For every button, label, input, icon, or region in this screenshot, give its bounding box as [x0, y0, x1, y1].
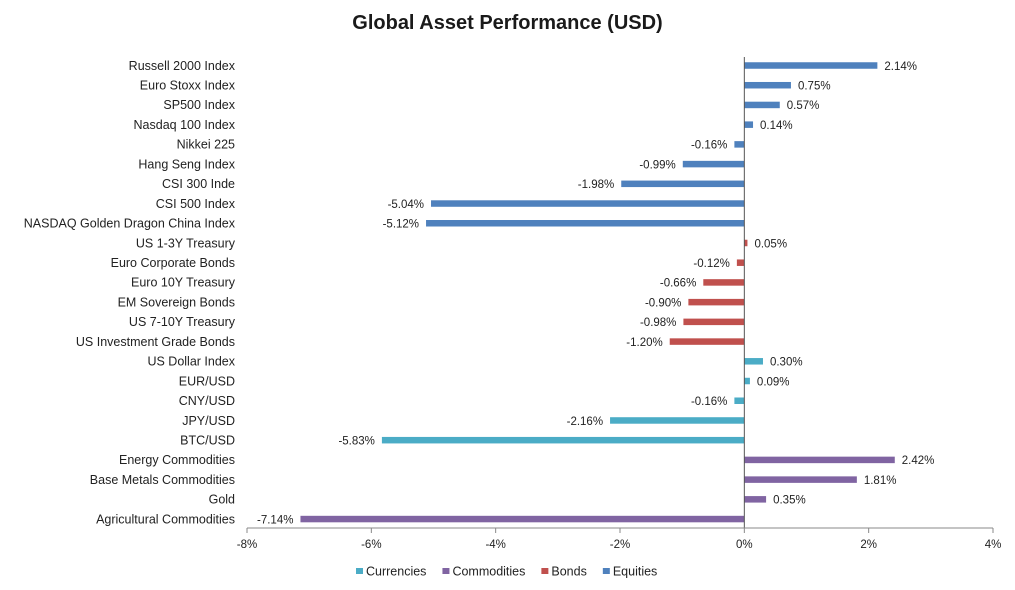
bar [744, 121, 754, 128]
legend: Currencies Commodities Bonds Equities [356, 565, 657, 579]
bar [683, 318, 745, 326]
data-label: -5.12% [383, 219, 419, 231]
bar [300, 515, 745, 523]
category-label: CNY/USD [179, 394, 235, 408]
bar [744, 476, 857, 483]
category-label: Energy Commodities [119, 453, 235, 467]
data-label: -0.16% [691, 140, 727, 152]
category-label: Euro Stoxx Index [140, 79, 236, 93]
data-label: -0.99% [639, 159, 675, 171]
bar [736, 259, 745, 266]
category-label: Euro Corporate Bonds [111, 256, 235, 270]
bar [744, 239, 748, 247]
category-label: US Dollar Index [147, 355, 235, 369]
bar [744, 62, 878, 69]
data-label: -2.16% [567, 416, 603, 428]
axes-layer: -8% -6% -4% -2% 0% 2% 4% [237, 57, 1002, 551]
category-label: CSI 300 Inde [162, 177, 235, 191]
x-tick-label: -6% [361, 539, 381, 551]
category-label: CSI 500 Index [156, 197, 236, 211]
category-label: Agricultural Commodities [96, 512, 235, 526]
legend-label: Currencies [366, 565, 426, 579]
data-label: 0.14% [760, 120, 793, 132]
category-label: Hang Seng Index [138, 157, 235, 171]
bar [703, 279, 745, 286]
legend-swatch [442, 568, 450, 574]
category-label: Nikkei 225 [177, 138, 235, 152]
data-label: 2.42% [902, 455, 935, 467]
category-label: SP500 Index [163, 98, 235, 112]
bar [381, 436, 745, 444]
data-label: -0.66% [660, 278, 696, 290]
x-tick-label: -4% [485, 539, 505, 551]
data-label: 0.09% [757, 376, 790, 388]
category-label: Gold [209, 493, 235, 507]
bar [734, 141, 745, 148]
data-label: 0.05% [754, 238, 787, 250]
category-label: Russell 2000 Index [129, 59, 236, 73]
data-label: -5.83% [338, 435, 374, 447]
data-label: 0.30% [770, 357, 803, 369]
bar [688, 298, 745, 306]
category-label: EM Sovereign Bonds [118, 295, 235, 309]
legend-swatch [602, 568, 610, 574]
data-label: -0.90% [645, 297, 681, 309]
data-label: -7.14% [257, 514, 293, 526]
category-label: US 1-3Y Treasury [136, 236, 236, 250]
data-label: -0.98% [640, 317, 676, 329]
bar [682, 160, 745, 168]
bar [426, 220, 745, 227]
data-label: -5.04% [388, 199, 424, 211]
bar [431, 200, 745, 207]
category-label: NASDAQ Golden Dragon China Index [24, 217, 236, 231]
category-label: US 7-10Y Treasury [129, 315, 236, 329]
category-label: Base Metals Commodities [90, 473, 235, 487]
bar [621, 180, 745, 188]
data-label: 2.14% [884, 61, 917, 73]
x-tick-label: 4% [985, 539, 1002, 551]
data-label: 1.81% [864, 475, 897, 487]
legend-label: Commodities [452, 565, 525, 579]
bars-layer: Russell 2000 Index 2.14% Euro Stoxx Index 0… [24, 59, 935, 527]
bar [744, 456, 895, 464]
category-label: Euro 10Y Treasury [131, 276, 236, 290]
bar [744, 81, 791, 89]
legend-label: Equities [613, 565, 657, 579]
data-label: -1.98% [578, 179, 614, 191]
legend-swatch [541, 568, 549, 574]
category-label: JPY/USD [182, 414, 235, 428]
bar [669, 338, 745, 345]
data-label: 0.75% [798, 81, 831, 93]
bar [744, 496, 767, 503]
category-label: BTC/USD [180, 433, 235, 447]
x-tick-label: 2% [860, 539, 877, 551]
category-label: EUR/USD [179, 374, 235, 388]
x-tick-label: -8% [237, 539, 257, 551]
data-label: -0.12% [693, 258, 729, 270]
legend-label: Bonds [551, 565, 586, 579]
bar [744, 358, 763, 365]
category-label: US Investment Grade Bonds [76, 335, 235, 349]
x-tick-label: 0% [736, 539, 753, 551]
bar [744, 377, 750, 385]
data-label: -0.16% [691, 396, 727, 408]
bar [610, 417, 745, 424]
category-label: Nasdaq 100 Index [134, 118, 236, 132]
data-label: 0.35% [773, 495, 806, 507]
legend-swatch [356, 568, 363, 574]
bar [744, 101, 780, 109]
data-label: -1.20% [626, 337, 662, 349]
data-label: 0.57% [787, 100, 820, 112]
chart-title: Global Asset Performance (USD) [352, 12, 663, 34]
x-tick-label: -2% [610, 539, 630, 551]
bar [734, 397, 745, 404]
